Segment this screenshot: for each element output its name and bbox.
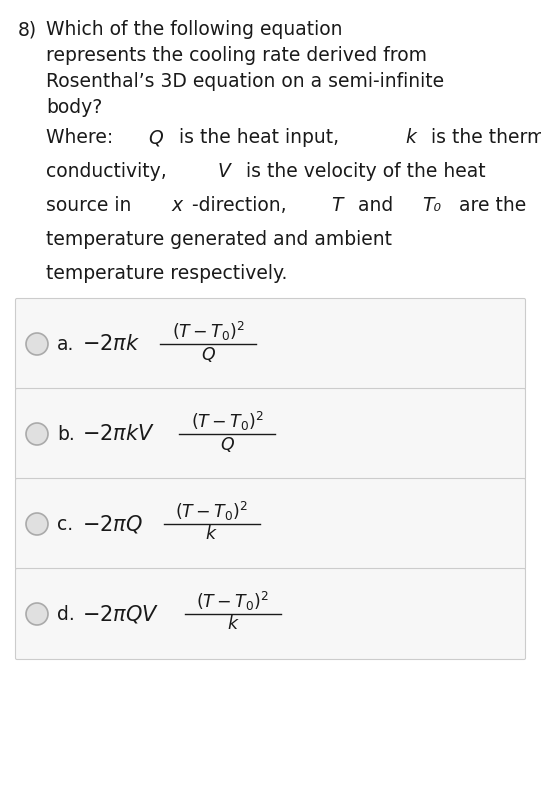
Text: $-2\pi Q$: $-2\pi Q$ xyxy=(82,513,143,535)
Text: body?: body? xyxy=(46,98,102,117)
Text: $(T-T_0)^2$: $(T-T_0)^2$ xyxy=(190,410,263,433)
Text: T₀: T₀ xyxy=(423,196,441,215)
Text: $k$: $k$ xyxy=(206,525,218,543)
FancyBboxPatch shape xyxy=(16,569,525,659)
Text: temperature respectively.: temperature respectively. xyxy=(46,264,287,283)
Text: a.: a. xyxy=(57,334,74,354)
Text: Where:: Where: xyxy=(46,128,126,147)
Text: $-2\pi kV$: $-2\pi kV$ xyxy=(82,424,155,444)
Text: and: and xyxy=(346,196,405,215)
Text: b.: b. xyxy=(57,425,75,443)
Text: are the: are the xyxy=(447,196,526,215)
Text: $(T-T_0)^2$: $(T-T_0)^2$ xyxy=(175,500,248,523)
Text: temperature generated and ambient: temperature generated and ambient xyxy=(46,230,392,249)
Text: $-2\pi QV$: $-2\pi QV$ xyxy=(82,603,159,625)
Text: represents the cooling rate derived from: represents the cooling rate derived from xyxy=(46,46,427,65)
Text: conductivity,: conductivity, xyxy=(46,162,179,181)
Text: is the heat input,: is the heat input, xyxy=(167,128,352,147)
Text: x: x xyxy=(171,196,183,215)
Text: $(T-T_0)^2$: $(T-T_0)^2$ xyxy=(171,320,245,343)
Text: $k$: $k$ xyxy=(227,615,239,633)
Text: is the thermal: is the thermal xyxy=(419,128,541,147)
Text: is the velocity of the heat: is the velocity of the heat xyxy=(234,162,485,181)
Text: -direction,: -direction, xyxy=(186,196,299,215)
FancyBboxPatch shape xyxy=(16,478,525,570)
Text: Q: Q xyxy=(148,128,163,147)
Text: d.: d. xyxy=(57,605,75,623)
Text: source in: source in xyxy=(46,196,143,215)
Text: Which of the following equation: Which of the following equation xyxy=(46,20,342,39)
Text: $Q$: $Q$ xyxy=(201,345,215,364)
Text: c.: c. xyxy=(57,514,73,534)
Circle shape xyxy=(26,603,48,625)
Text: Rosenthal’s 3D equation on a semi-infinite: Rosenthal’s 3D equation on a semi-infini… xyxy=(46,72,444,91)
FancyBboxPatch shape xyxy=(16,389,525,479)
FancyBboxPatch shape xyxy=(16,298,525,390)
Text: $Q$: $Q$ xyxy=(220,435,235,454)
Text: 8): 8) xyxy=(18,20,37,39)
Circle shape xyxy=(26,513,48,535)
Text: V: V xyxy=(217,162,230,181)
Circle shape xyxy=(26,423,48,445)
Text: $(T-T_0)^2$: $(T-T_0)^2$ xyxy=(196,590,269,613)
Text: $-2\pi k$: $-2\pi k$ xyxy=(82,334,140,354)
Text: k: k xyxy=(405,128,415,147)
Circle shape xyxy=(26,333,48,355)
Text: T: T xyxy=(331,196,343,215)
